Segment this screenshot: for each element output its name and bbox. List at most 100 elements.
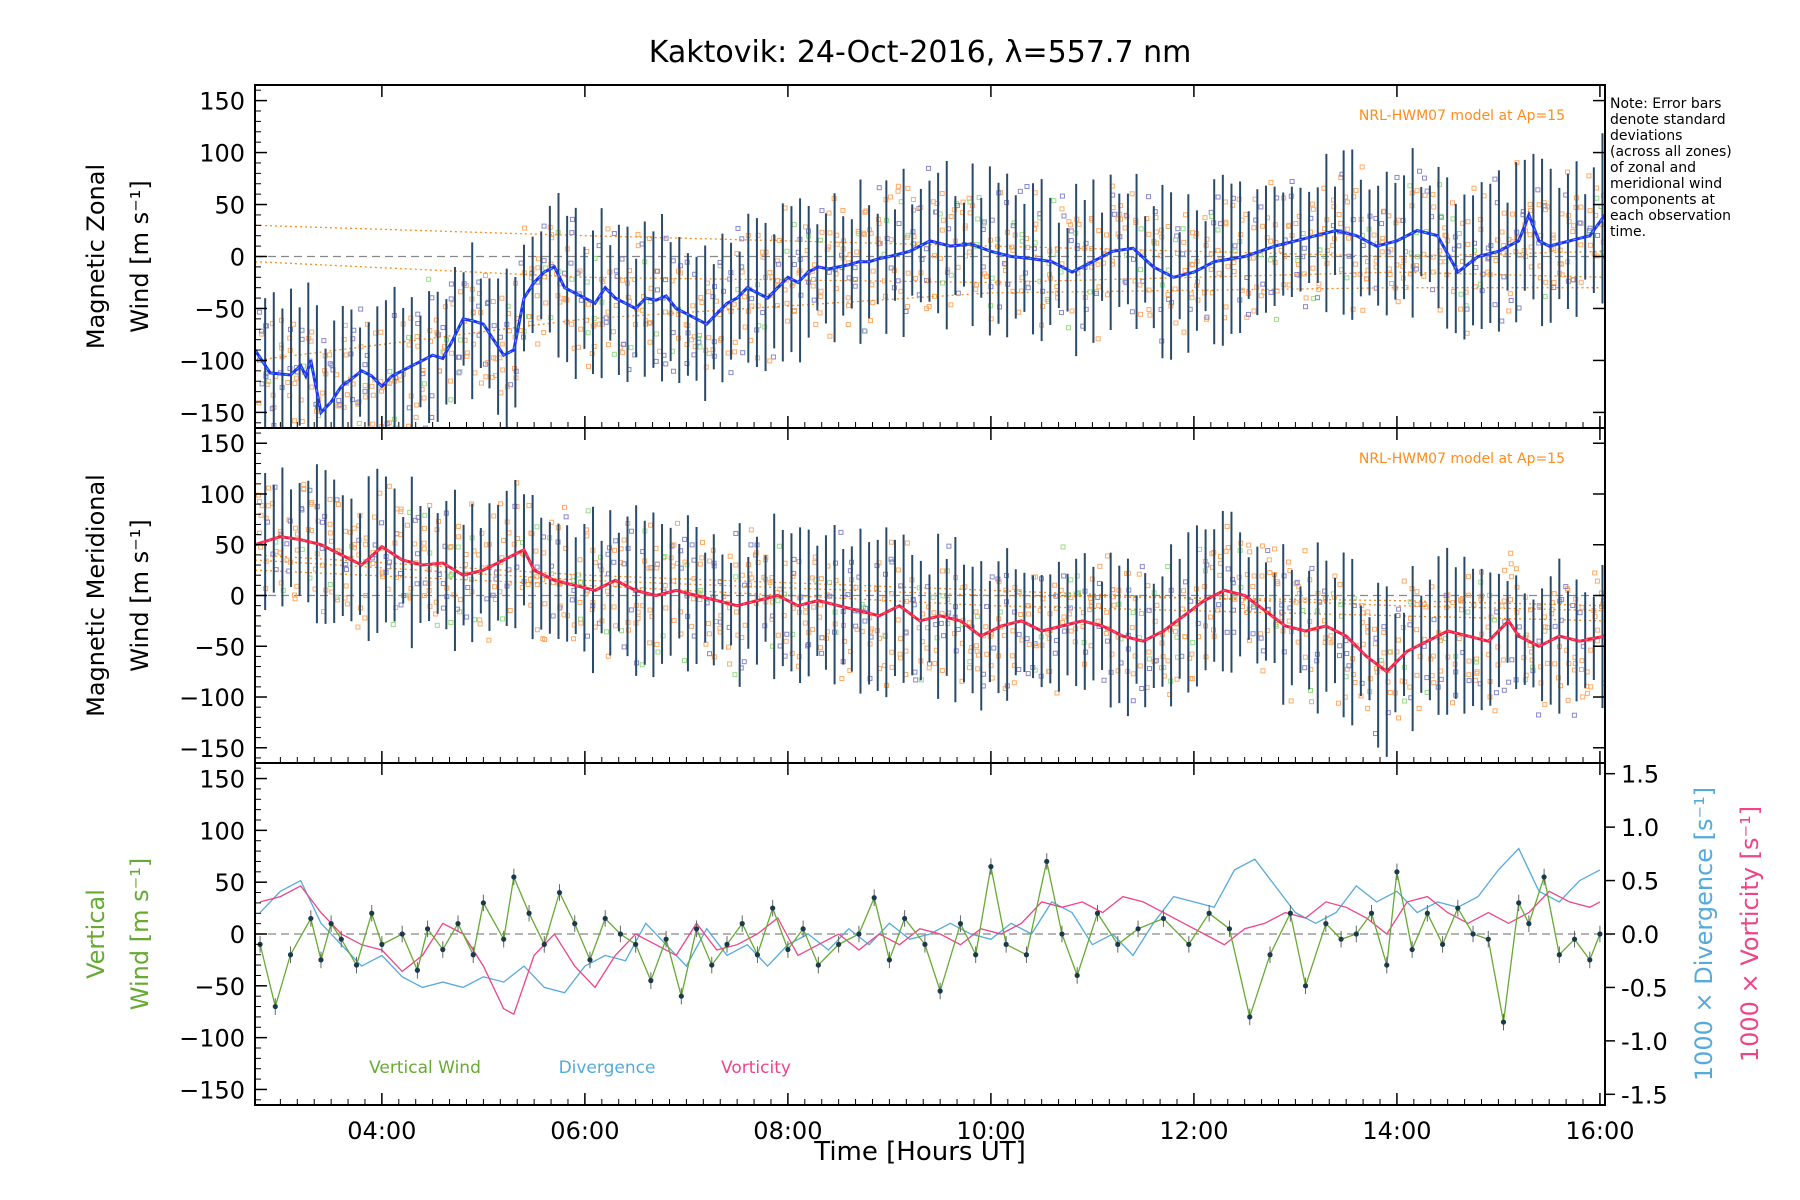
vertical-wind-point: [739, 921, 745, 927]
scatter-point: [1464, 330, 1470, 336]
scatter-point: [1093, 290, 1099, 296]
scatter-point: [1173, 320, 1179, 326]
scatter-point: [1508, 597, 1514, 603]
scatter-point: [543, 300, 549, 306]
scatter-point: [1165, 267, 1171, 273]
vertical-wind-point: [633, 941, 639, 947]
scatter-point: [299, 546, 305, 552]
scatter-point: [868, 318, 874, 324]
scatter-point: [707, 558, 713, 564]
scatter-point: [1180, 226, 1186, 232]
scatter-point: [330, 442, 334, 446]
scatter-point: [1247, 549, 1253, 555]
scatter-point: [1431, 617, 1437, 623]
scatter-point: [421, 540, 427, 546]
vertical-wind-point: [1439, 941, 1446, 947]
scatter-point: [1492, 176, 1498, 182]
scatter-point: [904, 540, 910, 546]
scatter-point: [1541, 614, 1547, 620]
scatter-point: [930, 594, 936, 600]
scatter-point: [931, 253, 937, 259]
scatter-point: [387, 559, 393, 565]
scatter-point: [1465, 241, 1471, 247]
scatter-point: [343, 352, 349, 358]
scatter-point: [397, 570, 403, 576]
scatter-point: [569, 230, 575, 236]
scatter-point: [1181, 329, 1187, 335]
scatter-point: [655, 649, 661, 655]
scatter-point: [852, 283, 858, 289]
scatter-point: [1579, 658, 1585, 664]
scatter-point: [1465, 592, 1471, 598]
vertical-wind-point: [353, 962, 360, 968]
scatter-point: [1309, 565, 1315, 571]
scatter-point: [392, 429, 396, 433]
scatter-point: [506, 328, 512, 334]
scatter-point: [727, 661, 733, 667]
scatter-point: [1542, 624, 1548, 630]
scatter-point: [1147, 312, 1153, 318]
scatter-point: [1309, 201, 1315, 207]
scatter-point: [1509, 574, 1515, 580]
scatter-point: [854, 249, 860, 255]
scatter-point: [1103, 631, 1109, 637]
right-tick-label: 1.0: [1621, 814, 1659, 842]
vertical-wind-point: [709, 962, 715, 968]
vertical-wind-point: [922, 941, 928, 947]
scatter-point: [706, 620, 712, 626]
scatter-point: [1190, 640, 1196, 646]
scatter-point: [1286, 618, 1292, 624]
scatter-point: [1353, 261, 1359, 267]
scatter-point: [1345, 226, 1351, 232]
scatter-point: [775, 597, 781, 603]
scatter-point: [845, 322, 851, 328]
scatter-point: [1474, 656, 1480, 662]
y-tick-label: 50: [214, 869, 245, 897]
scatter-point: [1016, 309, 1022, 315]
scatter-point: [483, 374, 489, 380]
scatter-point: [550, 613, 556, 619]
scatter-point: [1260, 668, 1266, 674]
vertical-wind-point: [693, 926, 700, 932]
scatter-point: [654, 331, 660, 337]
scatter-point: [440, 581, 446, 587]
scatter-point: [457, 337, 463, 343]
scatter-point: [491, 355, 497, 361]
scatter-point: [1413, 262, 1419, 268]
divergence-line: [259, 847, 1601, 994]
scatter-point: [973, 643, 979, 649]
scatter-point: [1516, 252, 1522, 258]
scatter-point: [628, 607, 634, 613]
scatter-point: [1552, 623, 1558, 629]
scatter-point: [380, 441, 384, 445]
scatter-point: [291, 321, 297, 327]
scatter-point: [256, 499, 262, 505]
y-tick-label: 150: [199, 430, 245, 458]
scatter-point: [1018, 612, 1024, 618]
scatter-point: [491, 513, 497, 519]
scatter-point: [1563, 584, 1569, 590]
scatter-point: [1208, 251, 1214, 257]
scatter-point: [1509, 657, 1515, 663]
scatter-point: [1536, 202, 1542, 208]
mean-wind-highlight: [255, 213, 1605, 414]
vertical-wind-point: [1587, 957, 1593, 963]
scatter-point: [527, 313, 533, 319]
scatter-point: [1314, 295, 1320, 301]
scatter-point: [905, 185, 911, 191]
vertical-wind-point: [338, 936, 344, 942]
scatter-point: [1268, 179, 1274, 185]
scatter-point: [818, 602, 824, 608]
scatter-point: [534, 293, 540, 299]
scatter-point: [975, 666, 981, 672]
scatter-point: [853, 623, 859, 629]
scatter-point: [742, 582, 748, 588]
scatter-point: [507, 607, 513, 613]
scatter-point: [1456, 230, 1462, 236]
scatter-point: [1059, 193, 1065, 199]
scatter-point: [1508, 550, 1514, 556]
scatter-point: [888, 265, 894, 271]
scatter-point: [1431, 680, 1437, 686]
scatter-point: [344, 601, 350, 607]
scatter-point: [457, 597, 463, 603]
